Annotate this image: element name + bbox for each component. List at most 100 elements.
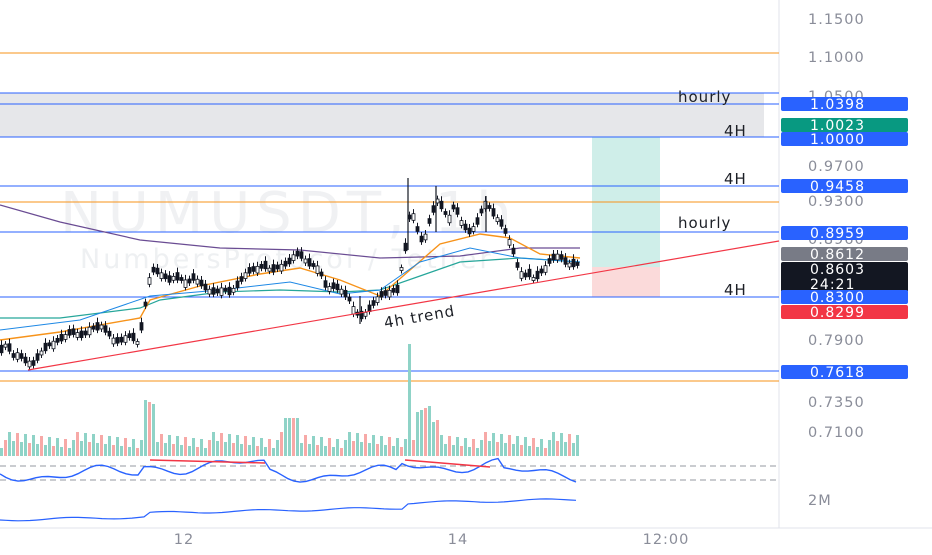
candle-body xyxy=(79,330,84,339)
time-tick: 12:00 xyxy=(643,532,690,548)
ema-fast-line xyxy=(0,233,581,341)
candle-body xyxy=(71,328,76,335)
candle-body xyxy=(107,330,112,337)
candle-body xyxy=(463,223,468,231)
time-tick: 12 xyxy=(174,532,194,548)
candle-body xyxy=(67,329,72,336)
volume-bar xyxy=(400,447,403,456)
volume-bar xyxy=(80,441,83,456)
volume-bar xyxy=(236,435,239,456)
volume-bar xyxy=(28,443,31,456)
candle-body xyxy=(311,263,316,267)
volume-bar xyxy=(408,344,411,456)
price-tick: 0.7100 xyxy=(808,425,865,441)
candle-body xyxy=(239,276,244,282)
candle-body xyxy=(495,217,500,223)
volume-bar xyxy=(364,434,367,456)
rsi-panel xyxy=(0,457,779,483)
candle-body xyxy=(503,228,508,234)
candle-body xyxy=(59,333,64,342)
candle-body xyxy=(87,326,92,336)
price-tag xyxy=(781,226,908,240)
candle-body xyxy=(35,353,40,361)
volume-bar xyxy=(40,436,43,456)
volume-bar xyxy=(484,432,487,456)
price-tag-text: 0.7618 xyxy=(810,365,865,381)
candle-body xyxy=(511,247,516,255)
candle-body xyxy=(195,278,200,285)
volume-bar xyxy=(8,432,11,456)
candle-body xyxy=(347,296,352,302)
price-tag-text: 1.0023 xyxy=(810,118,865,134)
volume-bar xyxy=(304,435,307,456)
volume-bar xyxy=(344,440,347,456)
price-tag-text: 1.0398 xyxy=(810,97,865,113)
volume-bar xyxy=(516,436,519,456)
volume-bar xyxy=(204,448,207,456)
candle-body xyxy=(475,217,480,225)
price-tag xyxy=(781,247,908,261)
time-axis[interactable]: 12 14 12:00 xyxy=(174,532,690,548)
volume-bar xyxy=(384,445,387,456)
candle-body xyxy=(531,277,536,281)
candle-body xyxy=(151,266,156,273)
candle-body xyxy=(219,287,224,296)
candle-body xyxy=(147,277,152,285)
volume-bar xyxy=(456,437,459,456)
volume-bar xyxy=(512,444,515,456)
volume-bar xyxy=(32,435,35,456)
candle-body xyxy=(275,264,280,270)
candle-body xyxy=(567,262,572,268)
candle-body xyxy=(459,220,464,226)
candle-body xyxy=(203,283,208,291)
volume-bar xyxy=(536,447,539,456)
candle-body xyxy=(447,214,452,224)
candle-body xyxy=(215,288,220,294)
candle-body xyxy=(47,342,52,347)
volume-bar xyxy=(504,443,507,456)
candle-body xyxy=(519,271,524,279)
time-tick: 14 xyxy=(448,532,468,548)
candle-body xyxy=(283,260,288,267)
volume-bar xyxy=(288,418,291,456)
volume-bar xyxy=(440,435,443,456)
candle-body xyxy=(343,289,348,298)
volume-bar xyxy=(552,432,555,456)
candle-body xyxy=(331,282,336,289)
candle-body xyxy=(315,265,320,274)
volume-bar xyxy=(572,443,575,456)
candle-body xyxy=(363,311,368,317)
trendline[interactable] xyxy=(27,240,780,371)
candle-body xyxy=(539,268,544,274)
volume-bar xyxy=(224,442,227,456)
position-stop-zone[interactable] xyxy=(592,267,660,297)
countdown-text: 24:21 xyxy=(810,277,855,293)
price-tag xyxy=(781,365,908,379)
volume-bar xyxy=(444,444,447,456)
price-tag xyxy=(781,118,908,132)
volume-bar xyxy=(240,444,243,456)
candle-body xyxy=(207,288,212,295)
candle-body xyxy=(379,291,384,298)
price-tag xyxy=(781,290,908,304)
volume-bar xyxy=(256,446,259,456)
price-tag-text: 1.0000 xyxy=(810,132,865,148)
price-tag-text: 0.8300 xyxy=(810,290,865,306)
volume-bar xyxy=(332,447,335,456)
volume-bar xyxy=(300,443,303,456)
volume-bar xyxy=(388,437,391,456)
volume-bar xyxy=(360,442,363,456)
volume-bar xyxy=(324,446,327,456)
volume-bar xyxy=(468,447,471,456)
candle-body xyxy=(0,344,4,354)
volume-bar xyxy=(376,444,379,456)
volume-scale-label: 2M xyxy=(808,493,832,509)
candle-body xyxy=(339,288,344,295)
volume-bar xyxy=(432,422,435,456)
price-tag-text: 0.8603 xyxy=(810,262,865,278)
candle-body xyxy=(411,213,416,221)
price-tag xyxy=(781,262,908,292)
